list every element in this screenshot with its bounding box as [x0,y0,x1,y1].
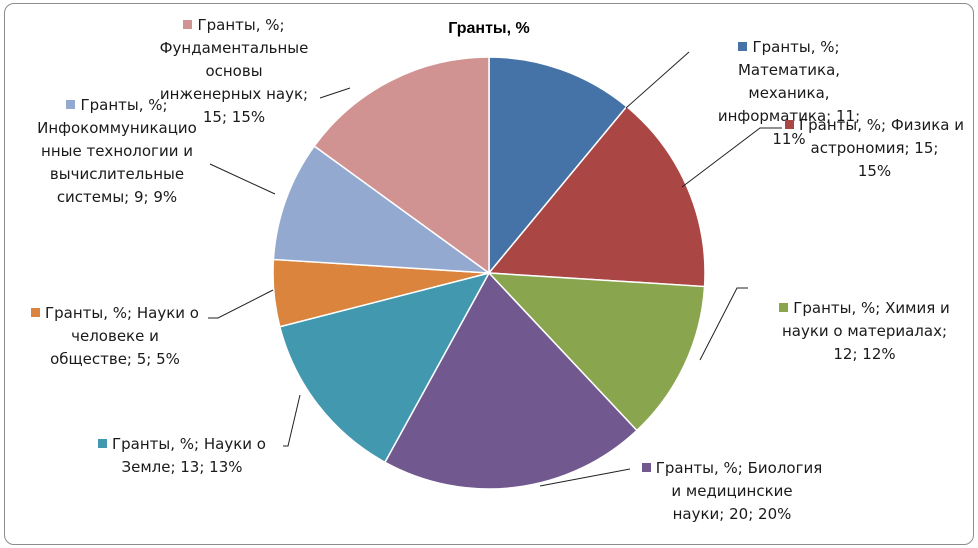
legend-key-marker [738,42,748,51]
data-label-line: науки о материалах; [781,322,948,340]
data-label: Гранты, %; Химия и науки о материалах; 12;… [752,297,977,366]
leader-line [283,394,301,447]
data-label-line: Математика, [737,61,841,79]
data-label-line: Гранты, %; Науки о [45,304,199,322]
legend-key-marker [641,463,651,472]
legend-key-marker [779,303,789,312]
data-label: Гранты, %; Физика и астрономия; 15; 15% [772,114,977,183]
data-label-line: вычислительные [49,165,185,183]
leader-line [319,87,351,99]
data-label-line: Гранты, %; Биология [655,459,823,477]
legend-key-marker [784,120,794,129]
data-label-line: 15% [857,162,892,180]
data-label: Гранты, %; Математика, механика, информатик… [700,36,878,151]
pie-slice [488,56,628,276]
pie-slice [278,271,491,464]
data-label-line: механика, [748,84,830,102]
legend-key-marker [98,439,108,448]
data-label: Гранты, %; Фундаментальные основы инженерны… [132,14,336,129]
data-label-line: основы [205,62,263,80]
data-label-line: 12; 12% [833,345,896,363]
data-label-line: инженерных наук; [159,85,309,103]
data-label-line: Гранты, %; [80,96,168,114]
data-label-line: информатика; 11; [717,107,861,125]
data-label: Гранты, %; Биология и медицинские науки; 2… [623,457,841,526]
leader-line [539,468,631,487]
data-label-line: человеке и [71,327,159,345]
data-label-line: Инфокоммуникацио [37,119,197,137]
pie-slice [487,272,706,432]
leader-line [208,289,274,319]
data-label-line: и медицинские [671,482,793,500]
data-label-line: нные технологии и [41,142,193,160]
chart-title: Гранты, % [448,20,530,37]
data-label-line: астрономия; 15; [810,139,939,157]
data-label-line: системы; 9; 9% [56,188,178,206]
leader-line [209,163,276,195]
data-label-line: Гранты, %; Химия и [793,299,950,317]
data-label-line: науки; 20; 20% [672,505,792,523]
pie-slice [487,105,706,288]
legend-key-marker [66,100,76,109]
data-label-line: Гранты, %; [197,16,285,34]
data-label: Гранты, %; Науки о Земле; 13; 13% [80,433,284,479]
data-label-line: обществе; 5; 5% [50,350,180,368]
data-label-line: 11% [772,130,806,148]
data-label-line: Гранты, %; Физика и [798,116,964,134]
data-label-line: Земле; 13; 13% [121,458,243,476]
legend-key-marker [31,308,41,317]
leader-line [681,127,782,188]
data-label-line: 15; 15% [202,108,266,126]
pie-slice [383,271,638,490]
data-label-line: Гранты, %; [752,38,840,56]
data-label: Гранты, %; Науки о человеке и обществе; 5;… [14,302,216,371]
data-label-line: Фундаментальные [159,39,309,57]
data-label-line: Гранты, %; Науки о [112,435,266,453]
legend-key-marker [183,20,193,29]
data-label: Гранты, %; Инфокоммуникацио нные технологи… [12,94,222,209]
leader-line [699,287,748,361]
pie-slice [313,56,490,275]
pie-slice [272,144,492,274]
leader-line [625,51,690,109]
